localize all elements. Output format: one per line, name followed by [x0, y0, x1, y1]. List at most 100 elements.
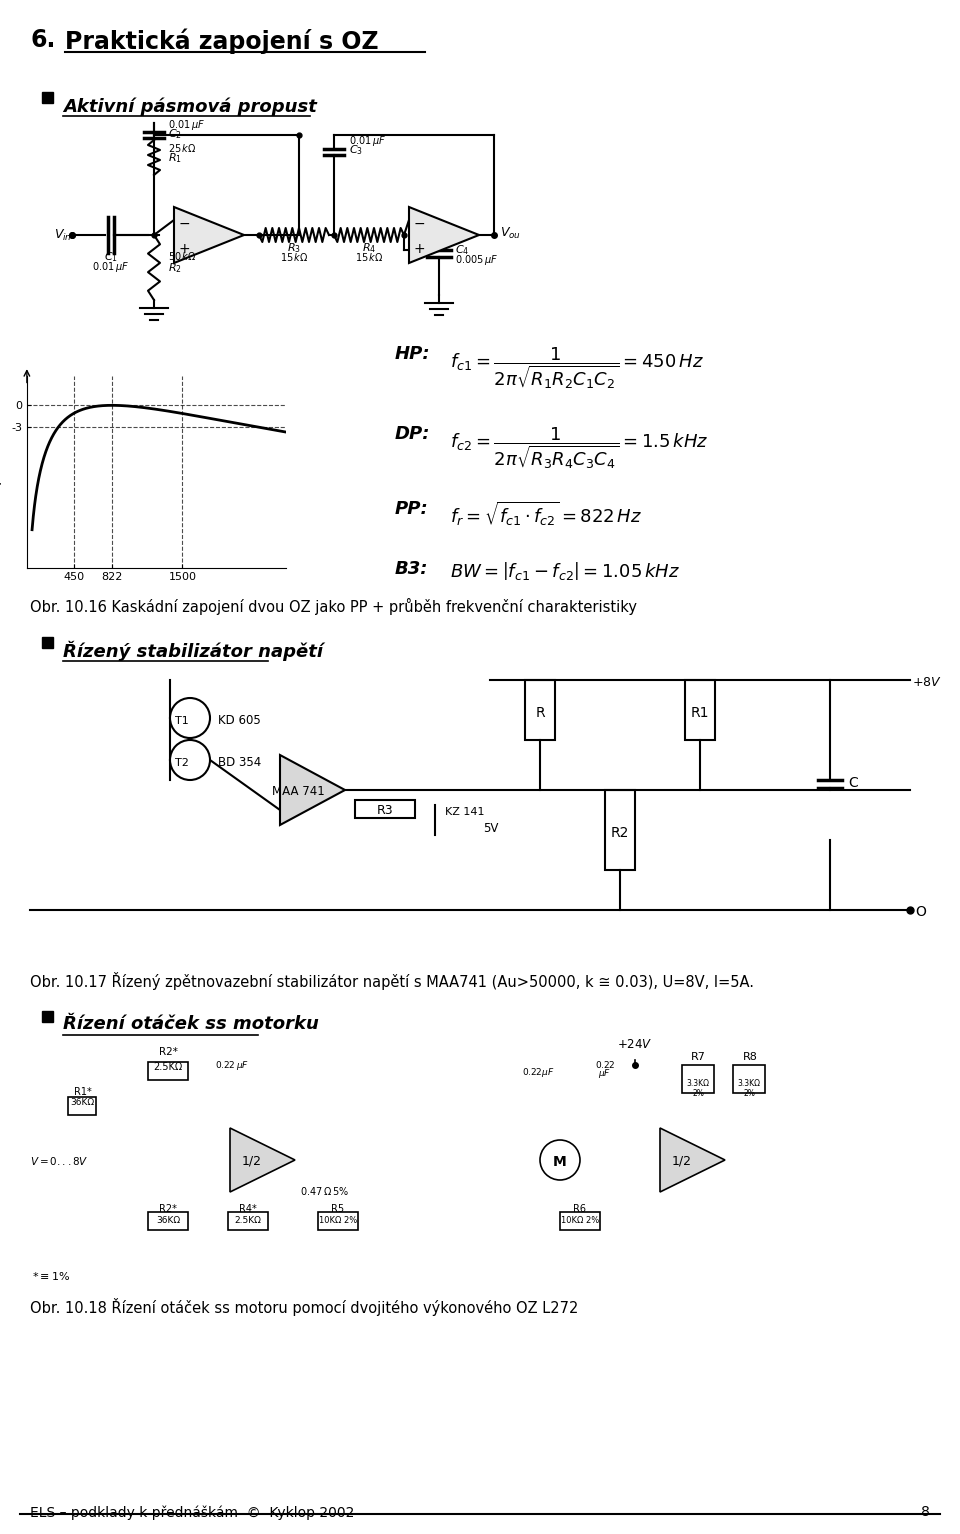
Text: MAA 741: MAA 741	[272, 785, 324, 798]
Circle shape	[540, 1140, 580, 1180]
Text: 10KΩ 2%: 10KΩ 2%	[319, 1216, 357, 1226]
Text: $+24V$: $+24V$	[617, 1039, 653, 1051]
Text: $R_3$: $R_3$	[287, 241, 301, 255]
Text: $+$: $+$	[178, 242, 190, 256]
Text: $C_1$: $C_1$	[104, 250, 118, 264]
Text: $0.005\,\mu F$: $0.005\,\mu F$	[455, 253, 498, 267]
Polygon shape	[174, 207, 244, 262]
Text: PP:: PP:	[395, 500, 429, 518]
FancyBboxPatch shape	[148, 1062, 188, 1080]
Text: $C_3$: $C_3$	[349, 143, 363, 156]
Text: R5: R5	[331, 1204, 345, 1213]
Text: 10KΩ 2%: 10KΩ 2%	[561, 1216, 599, 1226]
Y-axis label: $A_v$ (dB): $A_v$ (dB)	[0, 449, 6, 494]
Text: $V_{in}$: $V_{in}$	[54, 227, 72, 242]
Text: $50\,k\Omega$: $50\,k\Omega$	[168, 250, 197, 262]
Text: 2.5KΩ: 2.5KΩ	[234, 1216, 261, 1226]
Text: 2.5KΩ: 2.5KΩ	[154, 1062, 182, 1072]
Text: T2: T2	[175, 758, 189, 769]
Text: $-$: $-$	[413, 216, 425, 230]
FancyBboxPatch shape	[68, 1097, 96, 1115]
Text: O: O	[915, 905, 925, 919]
Text: B3:: B3:	[395, 560, 428, 578]
Text: $0.47\,\Omega\,5\%$: $0.47\,\Omega\,5\%$	[300, 1184, 349, 1197]
Text: Obr. 10.17 Řízený zpětnovazební stabilizátor napětí s MAA741 (Au>50000, k ≅ 0.03: Obr. 10.17 Řízený zpětnovazební stabiliz…	[30, 973, 754, 989]
Text: Řízený stabilizátor napětí: Řízený stabilizátor napětí	[63, 641, 323, 661]
Polygon shape	[409, 207, 479, 262]
Text: M: M	[553, 1155, 566, 1169]
Circle shape	[170, 739, 210, 779]
Text: ELS – podklady k přednáškám  ©  Kyklop 2002: ELS – podklady k přednáškám © Kyklop 200…	[30, 1505, 354, 1520]
Text: R8: R8	[743, 1052, 757, 1062]
Text: $V_{ou}$: $V_{ou}$	[500, 225, 521, 241]
Text: $15\,k\Omega$: $15\,k\Omega$	[354, 252, 383, 262]
FancyBboxPatch shape	[228, 1212, 268, 1230]
Bar	[42, 92, 53, 103]
Text: Obr. 10.18 Řízení otáček ss motoru pomocí dvojitého výkonového OZ L272: Obr. 10.18 Řízení otáček ss motoru pomoc…	[30, 1298, 578, 1316]
Text: DP:: DP:	[395, 425, 430, 443]
Text: C: C	[848, 776, 857, 790]
Text: R6: R6	[573, 1204, 587, 1213]
Text: R7: R7	[690, 1052, 706, 1062]
Text: KD 605: KD 605	[218, 715, 261, 727]
Text: R: R	[535, 706, 545, 719]
Text: $C_2$: $C_2$	[168, 127, 181, 141]
Text: $0.22\mu F$: $0.22\mu F$	[521, 1066, 554, 1078]
FancyBboxPatch shape	[525, 680, 555, 739]
Text: Řízení otáček ss motorku: Řízení otáček ss motorku	[63, 1016, 319, 1032]
Text: 1/2: 1/2	[242, 1154, 262, 1167]
Text: $C_4$: $C_4$	[455, 242, 469, 256]
FancyBboxPatch shape	[355, 801, 415, 818]
Text: $0.01\,\mu F$: $0.01\,\mu F$	[168, 118, 205, 132]
Text: 8: 8	[922, 1505, 930, 1519]
Text: T1: T1	[175, 716, 189, 726]
FancyBboxPatch shape	[682, 1065, 714, 1094]
Text: Obr. 10.16 Kaskádní zapojení dvou OZ jako PP + průběh frekvenční charakteristiky: Obr. 10.16 Kaskádní zapojení dvou OZ jak…	[30, 598, 637, 615]
Text: R1*: R1*	[74, 1088, 92, 1097]
Bar	[42, 1011, 53, 1022]
Circle shape	[170, 698, 210, 738]
Text: $R_1$: $R_1$	[168, 152, 182, 166]
Text: $0.22\,\mu F$: $0.22\,\mu F$	[215, 1058, 249, 1072]
Text: $0.01\,\mu F$: $0.01\,\mu F$	[92, 259, 130, 275]
Text: 3.3KΩ
2%: 3.3KΩ 2%	[737, 1078, 760, 1098]
Text: $-$: $-$	[178, 216, 190, 230]
FancyBboxPatch shape	[560, 1212, 600, 1230]
FancyBboxPatch shape	[148, 1212, 188, 1230]
Text: 3.3KΩ
2%: 3.3KΩ 2%	[686, 1078, 709, 1098]
Text: $*\equiv 1\%$: $*\equiv 1\%$	[32, 1270, 70, 1282]
Text: $+$: $+$	[413, 242, 425, 256]
Text: R3: R3	[376, 804, 394, 818]
Text: $25\,k\Omega$: $25\,k\Omega$	[168, 141, 197, 153]
Text: $0.22$: $0.22$	[594, 1058, 615, 1071]
Text: R2: R2	[611, 825, 629, 841]
Polygon shape	[280, 755, 345, 825]
Text: BD 354: BD 354	[218, 756, 261, 770]
Text: $BW = \left|f_{c1} - f_{c2}\right| = 1.05\,kHz$: $BW = \left|f_{c1} - f_{c2}\right| = 1.0…	[450, 560, 681, 581]
Bar	[42, 637, 53, 647]
Text: R1: R1	[691, 706, 709, 719]
Text: Praktická zapojení s OZ: Praktická zapojení s OZ	[65, 28, 378, 54]
FancyBboxPatch shape	[318, 1212, 358, 1230]
Text: $f_r = \sqrt{f_{c1} \cdot f_{c2}} = 822\,Hz$: $f_r = \sqrt{f_{c1} \cdot f_{c2}} = 822\…	[450, 500, 642, 528]
Text: R2*: R2*	[158, 1048, 178, 1057]
Text: $R_2$: $R_2$	[168, 261, 181, 275]
Text: $15\,k\Omega$: $15\,k\Omega$	[279, 252, 308, 262]
Text: $R_4$: $R_4$	[362, 241, 376, 255]
Text: $\mu F$: $\mu F$	[598, 1068, 612, 1080]
FancyBboxPatch shape	[733, 1065, 765, 1094]
Text: 1/2: 1/2	[672, 1154, 692, 1167]
Text: 36KΩ: 36KΩ	[156, 1216, 180, 1226]
Text: $0.01\,\mu F$: $0.01\,\mu F$	[349, 133, 386, 147]
Text: 36KΩ: 36KΩ	[70, 1098, 94, 1108]
Text: R4*: R4*	[239, 1204, 257, 1213]
Text: Aktivní pásmová propust: Aktivní pásmová propust	[63, 97, 317, 115]
Text: $f_{c1} = \dfrac{1}{2\pi\sqrt{R_1 R_2 C_1 C_2}} = 450\,Hz$: $f_{c1} = \dfrac{1}{2\pi\sqrt{R_1 R_2 C_…	[450, 345, 704, 391]
Text: 5V: 5V	[483, 822, 498, 834]
Text: HP:: HP:	[395, 345, 431, 364]
FancyBboxPatch shape	[685, 680, 715, 739]
FancyBboxPatch shape	[605, 790, 635, 870]
Polygon shape	[230, 1127, 295, 1192]
Text: $V = 0{...}8V$: $V = 0{...}8V$	[30, 1155, 88, 1167]
Text: R2*: R2*	[159, 1204, 177, 1213]
